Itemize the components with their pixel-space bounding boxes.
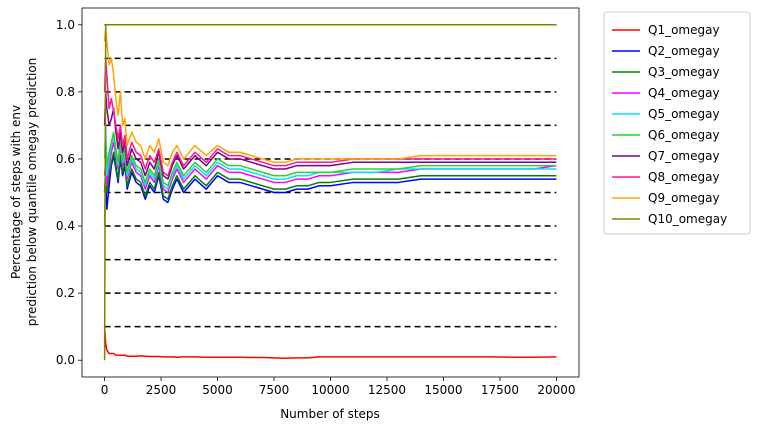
- series-line-q1-omegay: [103, 326, 557, 359]
- x-tick-label: 17500: [481, 383, 519, 397]
- legend-label: Q2_omegay: [648, 44, 720, 58]
- series-line-q9-omegay: [103, 27, 557, 167]
- legend-label: Q3_omegay: [648, 65, 720, 79]
- y-tick-label: 0.0: [56, 353, 75, 367]
- y-axis-label-line1: Percentage of steps with env: [9, 105, 23, 279]
- legend-box: [603, 11, 751, 235]
- legend-label: Q10_omegay: [648, 212, 727, 226]
- legend-label: Q4_omegay: [648, 86, 720, 100]
- x-axis-label: Number of steps: [280, 407, 380, 421]
- legend-label: Q7_omegay: [648, 149, 720, 163]
- x-tick-label: 7500: [259, 383, 290, 397]
- y-tick-label: 0.6: [56, 152, 75, 166]
- x-tick-label: 0: [101, 383, 109, 397]
- legend: Q1_omegay Q2_omegay Q3_omegay Q4_omegay Q5_o…: [603, 11, 751, 235]
- x-tick-label: 10000: [311, 383, 349, 397]
- legend-label: Q9_omegay: [648, 191, 720, 205]
- series-line-q3-omegay: [103, 151, 557, 200]
- y-tick-label: 1.0: [56, 18, 75, 32]
- series-lines: [103, 24, 557, 361]
- series-line-q8-omegay: [103, 57, 557, 177]
- x-tick-label: 20000: [537, 383, 575, 397]
- series-line-q7-omegay: [103, 91, 557, 180]
- x-tick-label: 12500: [368, 383, 406, 397]
- legend-label: Q1_omegay: [648, 23, 720, 37]
- x-axis: 0 2500 5000 7500 10000 12500 15000 17500 20000: [101, 377, 576, 397]
- x-tick-label: 15000: [424, 383, 462, 397]
- x-tick-label: 5000: [202, 383, 233, 397]
- y-tick-label: 0.8: [56, 85, 75, 99]
- legend-label: Q8_omegay: [648, 170, 720, 184]
- legend-label: Q6_omegay: [648, 128, 720, 142]
- legend-label: Q5_omegay: [648, 107, 720, 121]
- x-tick-label: 2500: [146, 383, 177, 397]
- y-tick-label: 0.4: [56, 219, 75, 233]
- y-axis: 0.0 0.2 0.4 0.6 0.8 1.0: [56, 18, 82, 367]
- series-line-q10-omegay: [103, 24, 557, 361]
- y-tick-label: 0.2: [56, 286, 75, 300]
- series-line-q6-omegay: [103, 131, 557, 227]
- y-axis-label-line2: prediction below quantile omegay predict…: [25, 58, 39, 327]
